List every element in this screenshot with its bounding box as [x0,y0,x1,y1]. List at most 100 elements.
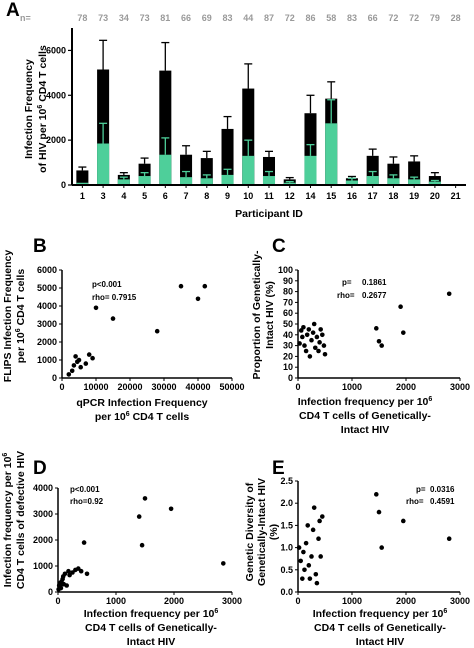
bar-series [76,39,441,185]
y-tick-label: 4000 [46,90,66,100]
y-tick-label: 6000 [37,265,57,275]
data-point [322,351,328,357]
stat-p-value: 0.1861 [362,278,387,287]
y-tick-label: 90 [283,276,293,286]
data-point [376,338,382,344]
data-point [303,540,309,546]
x-tick-label: 8 [204,191,209,201]
bar-intact [242,155,255,185]
y-tick-label: 10 [283,362,293,372]
bar-intact [387,178,400,185]
x-tick-label: 9 [225,191,230,201]
x-axis-label-line3: Intact HIV [127,636,175,648]
y-tick-label: 80 [283,287,293,297]
stat-p-label: p= [342,278,352,287]
bar-total [408,161,421,185]
data-point [302,567,307,573]
y-tick-label: 60 [283,308,293,318]
n-values: 78 73 34 73 81 66 69 83 44 87 72 86 58 83 66 72 72 79 28 [77,13,460,23]
x-tick-label: 2000 [396,596,416,606]
data-point [307,354,313,359]
data-point [302,343,307,348]
bar-intact [76,182,89,185]
y-tick-label: 30 [283,341,293,351]
x-axis-label-line1: Infection frequency per 106 [313,608,448,620]
data-point [195,296,201,302]
x-axis-label-line2: CD4 T cells of Genetically- [85,622,217,634]
n-value-label: 72 [285,13,295,23]
panel-a-letter: A [6,0,20,21]
y-tick-label: 1.0 [280,543,293,553]
data-point [318,327,323,332]
data-point [296,545,302,550]
y-axis-label-line2: Intact HIV (%) [264,281,276,349]
x-axis-label-line2: CD4 T cells of Genetically- [314,622,446,634]
x-tick-label: 3000 [222,596,242,606]
data-point [142,496,148,501]
x-tick-label: 2000 [164,596,184,606]
data-point [139,542,145,548]
data-point [311,505,317,510]
x-tick-label: 1 [80,191,85,201]
x-tick-label: 1000 [342,596,362,606]
data-point [446,536,452,542]
x-tick-label: 3000 [450,596,470,606]
data-point [309,554,314,559]
data-point [66,372,72,377]
data-point [374,492,379,497]
n-value-label: 72 [409,13,419,23]
data-point [312,345,318,351]
data-point [310,527,316,533]
n-value-label: 83 [223,13,233,23]
y-tick-label: 50 [283,319,293,329]
x-tick-label: 0 [59,382,64,392]
n-value-label: 83 [347,13,357,23]
data-point [300,334,305,340]
bar-intact [345,180,358,185]
x-tick-label: 3 [101,191,106,201]
data-point [69,368,75,374]
data-point [168,506,174,512]
data-point [64,583,69,588]
y-tick-label: 3000 [37,319,57,329]
x-tick-label: 17 [368,191,378,201]
y-axis-label-line2: per 106 CD4 T cells [15,269,27,364]
y-tick-label: 0 [48,587,53,597]
x-tick-label: 19 [409,191,419,201]
n-value-label: 78 [77,13,87,23]
x-tick-label: 15 [326,191,336,201]
x-tick-label: 11 [264,191,274,201]
x-axis-label: Participant ID [235,208,303,220]
y-tick-label: 0.5 [280,565,293,575]
y-tick-label: 100 [278,265,293,275]
y-tick-label: 70 [283,297,293,307]
n-value-label: 28 [451,13,461,23]
data-point [307,576,313,581]
data-point [78,364,83,370]
bar-intact [408,179,421,185]
data-point [83,361,89,366]
x-tick-label: 7 [184,191,189,201]
panel-b: B 0 10000 20000 30000 40000 50000 0 1000 2000 300… [2,236,245,423]
n-value-label: 58 [326,13,336,23]
bar-intact [159,154,172,185]
stat-rho-value: 0.2677 [362,291,387,300]
bar-total [76,170,89,185]
x-axis-label-line1: qPCR Infection Frequency [76,397,207,409]
x-tick-label: 40000 [185,382,210,392]
y-tick-label: 5000 [37,283,57,293]
data-point [90,355,95,361]
stat-rho-label: rho= [406,497,424,506]
n-value-label: 79 [430,13,440,23]
y-tick-label: 0 [288,373,293,383]
x-tick-label: 10000 [83,382,108,392]
data-point [401,330,406,335]
y-axis-label-line1: FLIPS Infection Frequency [2,250,14,383]
x-tick-label: 20000 [117,382,142,392]
data-point [84,571,90,577]
data-point [314,334,320,340]
panel-b-letter: B [33,236,47,257]
data-point [306,563,312,568]
x-tick-label: 0 [295,596,300,606]
data-point [320,332,325,338]
